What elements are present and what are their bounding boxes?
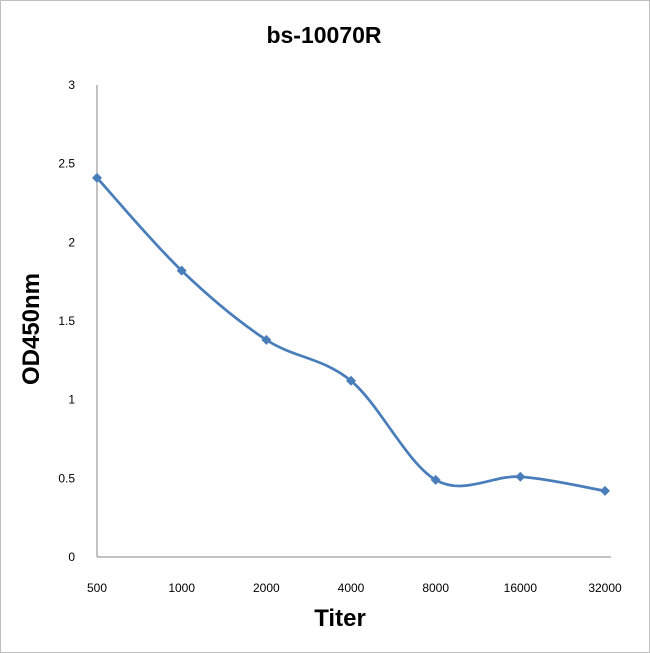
x-tick-label: 1000 — [168, 581, 195, 595]
marker-group — [92, 172, 610, 496]
y-tick-group: 0 0.5 1 1.5 2 2.5 3 — [58, 78, 75, 564]
chart-title: bs-10070R — [266, 22, 381, 48]
data-point — [515, 471, 526, 482]
x-tick-label: 16000 — [504, 581, 538, 595]
data-point — [176, 265, 187, 276]
y-tick-label: 2 — [68, 235, 75, 249]
y-tick-label: 3 — [68, 78, 75, 92]
x-tick-label: 8000 — [422, 581, 449, 595]
x-tick-label: 4000 — [338, 581, 365, 595]
y-tick-label: 1 — [68, 393, 75, 407]
y-axis-title: OD450nm — [18, 273, 45, 385]
y-tick-label: 2.5 — [58, 157, 75, 171]
x-tick-label: 500 — [87, 581, 107, 595]
x-tick-label: 32000 — [588, 581, 622, 595]
data-point — [430, 474, 441, 485]
data-point — [261, 334, 272, 345]
x-tick-label: 2000 — [253, 581, 280, 595]
data-point — [92, 172, 102, 183]
data-point — [346, 375, 356, 386]
x-axis-title: Titer — [314, 605, 366, 632]
series-line — [95, 176, 606, 493]
x-tick-group: 500 1000 2000 4000 8000 16000 32000 — [87, 581, 622, 595]
y-tick-label: 1.5 — [58, 314, 75, 328]
y-tick-label: 0.5 — [58, 471, 75, 485]
y-tick-label: 0 — [68, 550, 75, 564]
data-point — [600, 485, 610, 496]
